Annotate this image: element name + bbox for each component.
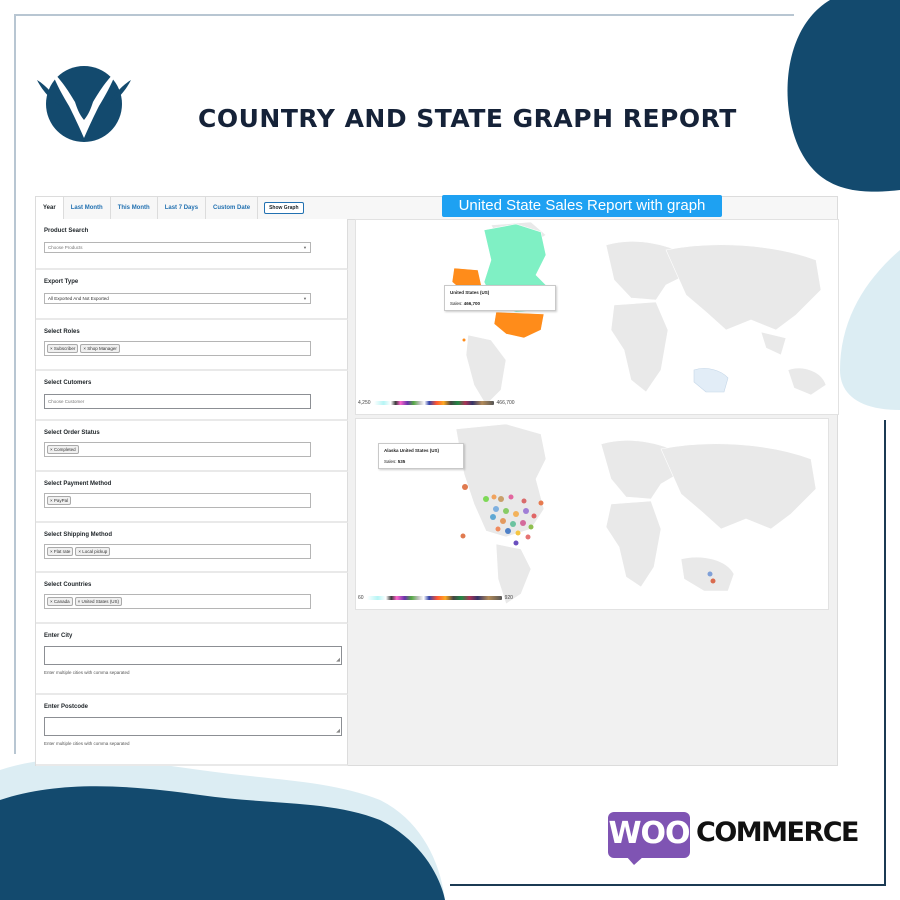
state-tooltip: Alaska United States (US) Sales: 535 bbox=[378, 443, 464, 469]
city-hint: Enter multiple cities with comma separat… bbox=[44, 669, 130, 675]
roles-label: Select Roles bbox=[44, 329, 80, 336]
payment-method-label: Select Payment Method bbox=[44, 480, 112, 487]
postcode-label: Enter Postcode bbox=[44, 703, 89, 710]
role-chip[interactable]: × Subscriber bbox=[47, 344, 79, 354]
roles-row: Select Roles × Subscriber × Shop Manager bbox=[36, 320, 348, 371]
country-scale-bar bbox=[373, 401, 494, 405]
state-tooltip-value: 535 bbox=[397, 459, 406, 464]
brand-logo-icon bbox=[37, 66, 131, 142]
resize-grip-icon[interactable]: ◢ bbox=[336, 727, 340, 734]
frame-line-right bbox=[884, 420, 886, 886]
chevron-down-icon: ▼ bbox=[303, 245, 307, 250]
commerce-wordmark: COMMERCE bbox=[696, 817, 860, 848]
postcode-hint: Enter multiple cities with comma separat… bbox=[44, 740, 130, 746]
state-markers bbox=[460, 484, 716, 584]
country-chip[interactable]: × United States (US) bbox=[74, 597, 123, 607]
countries-row: Select Countries × Canada × United State… bbox=[36, 573, 348, 624]
country-tooltip: United States (US) Sales: 466,700 bbox=[444, 285, 556, 311]
state-map[interactable]: Alaska United States (US) Sales: 535 60 … bbox=[355, 418, 829, 610]
state-tooltip-label: Sales: bbox=[384, 459, 397, 464]
city-label: Enter City bbox=[44, 632, 73, 639]
country-scale-max: 466,700 bbox=[496, 400, 515, 406]
product-search-select[interactable]: Choose Products ▼ bbox=[44, 242, 311, 253]
report-banner: United State Sales Report with graph bbox=[442, 195, 722, 217]
state-tooltip-title: Alaska United States (US) bbox=[384, 448, 440, 453]
product-search-label: Product Search bbox=[44, 228, 89, 234]
product-search-row: Product Search Choose Products ▼ bbox=[36, 219, 348, 270]
payment-method-multiselect[interactable]: × PayPal bbox=[44, 492, 311, 508]
export-type-row: Export Type All Exported And Not Exporte… bbox=[36, 269, 348, 321]
world-map-country bbox=[451, 221, 827, 406]
order-status-label: Select Order Status bbox=[44, 430, 100, 437]
filter-form: Product Search Choose Products ▼ Export … bbox=[36, 219, 348, 766]
customers-label: Select Cutomers bbox=[44, 379, 92, 386]
report-panel: Year Last Month This Month Last 7 Days C… bbox=[35, 195, 839, 766]
chip-label: Subscriber bbox=[53, 346, 76, 352]
tab-this-month[interactable]: This Month bbox=[111, 197, 158, 219]
export-type-label: Export Type bbox=[44, 278, 79, 285]
state-scale-min: 60 bbox=[358, 595, 364, 601]
countries-label: Select Countries bbox=[44, 582, 92, 589]
product-search-placeholder: Choose Products bbox=[48, 245, 83, 250]
export-type-value: All Exported And Not Exported bbox=[48, 295, 109, 301]
tab-year[interactable]: Year bbox=[36, 197, 64, 219]
city-textarea[interactable]: ◢ bbox=[44, 645, 342, 665]
payment-method-chip[interactable]: × PayPal bbox=[47, 495, 72, 505]
order-status-multiselect[interactable]: × Completed bbox=[44, 442, 311, 458]
export-type-select[interactable]: All Exported And Not Exported ▼ bbox=[44, 292, 311, 304]
page-title: COUNTRY AND STATE GRAPH REPORT bbox=[198, 104, 737, 133]
payment-method-row: Select Payment Method × PayPal bbox=[36, 471, 348, 523]
blob-top-right bbox=[787, 0, 900, 410]
state-scale-max: 920 bbox=[504, 595, 513, 601]
country-tooltip-value: 466,700 bbox=[463, 301, 481, 306]
woo-logo: WOO bbox=[608, 812, 691, 858]
chip-label: United States (US) bbox=[81, 599, 120, 605]
show-graph-button[interactable]: Show Graph bbox=[264, 202, 304, 214]
frame-line-top bbox=[14, 14, 794, 16]
roles-multiselect[interactable]: × Subscriber × Shop Manager bbox=[44, 341, 311, 357]
chip-label: Local pickup bbox=[82, 548, 108, 554]
role-chip[interactable]: × Shop Manager bbox=[80, 344, 120, 354]
chip-label: Completed bbox=[53, 447, 76, 453]
tab-last-7-days[interactable]: Last 7 Days bbox=[158, 197, 207, 219]
shipping-method-label: Select Shipping Method bbox=[44, 531, 113, 538]
country-tooltip-title: United States (US) bbox=[450, 290, 490, 295]
postcode-textarea[interactable]: ◢ bbox=[44, 716, 342, 736]
frame-line-left bbox=[14, 14, 16, 754]
state-scale-bar bbox=[366, 596, 502, 600]
city-row: Enter City ◢ Enter multiple cities with … bbox=[36, 623, 348, 695]
customers-row: Select Cutomers Choose Customer bbox=[36, 370, 348, 422]
chip-label: Flat rate bbox=[53, 548, 71, 554]
tab-custom-date[interactable]: Custom Date bbox=[206, 197, 259, 219]
chip-label: PayPal bbox=[53, 497, 69, 503]
country-map[interactable]: United States (US) Sales: 466,700 4,250 … bbox=[355, 219, 839, 415]
frame-line-bottom bbox=[450, 884, 886, 886]
country-color-scale: 4,250 466,700 bbox=[358, 400, 515, 406]
shipping-method-chip[interactable]: × Flat rate bbox=[47, 546, 74, 556]
postcode-row: Enter Postcode ◢ Enter multiple cities w… bbox=[36, 694, 348, 766]
order-status-chip[interactable]: × Completed bbox=[47, 445, 79, 455]
shipping-method-multiselect[interactable]: × Flat rate × Local pickup bbox=[44, 543, 311, 559]
shipping-method-row: Select Shipping Method × Flat rate × Loc… bbox=[36, 522, 348, 574]
countries-multiselect[interactable]: × Canada × United States (US) bbox=[44, 594, 311, 610]
blob-bottom-left bbox=[0, 758, 445, 900]
country-chip[interactable]: × Canada bbox=[47, 597, 73, 607]
chip-label: Canada bbox=[53, 599, 70, 605]
customers-input[interactable]: Choose Customer bbox=[44, 393, 311, 409]
shipping-method-chip[interactable]: × Local pickup bbox=[75, 546, 111, 556]
resize-grip-icon[interactable]: ◢ bbox=[336, 656, 340, 663]
woo-logo-tail bbox=[626, 856, 644, 865]
country-tooltip-label: Sales: bbox=[450, 301, 463, 306]
tab-last-month[interactable]: Last Month bbox=[64, 197, 111, 219]
world-map-state bbox=[455, 423, 817, 605]
chevron-down-icon: ▼ bbox=[303, 295, 307, 301]
country-scale-min: 4,250 bbox=[358, 400, 371, 406]
state-color-scale: 60 920 bbox=[358, 595, 513, 601]
chip-label: Shop Manager bbox=[87, 346, 117, 352]
order-status-row: Select Order Status × Completed bbox=[36, 421, 348, 472]
